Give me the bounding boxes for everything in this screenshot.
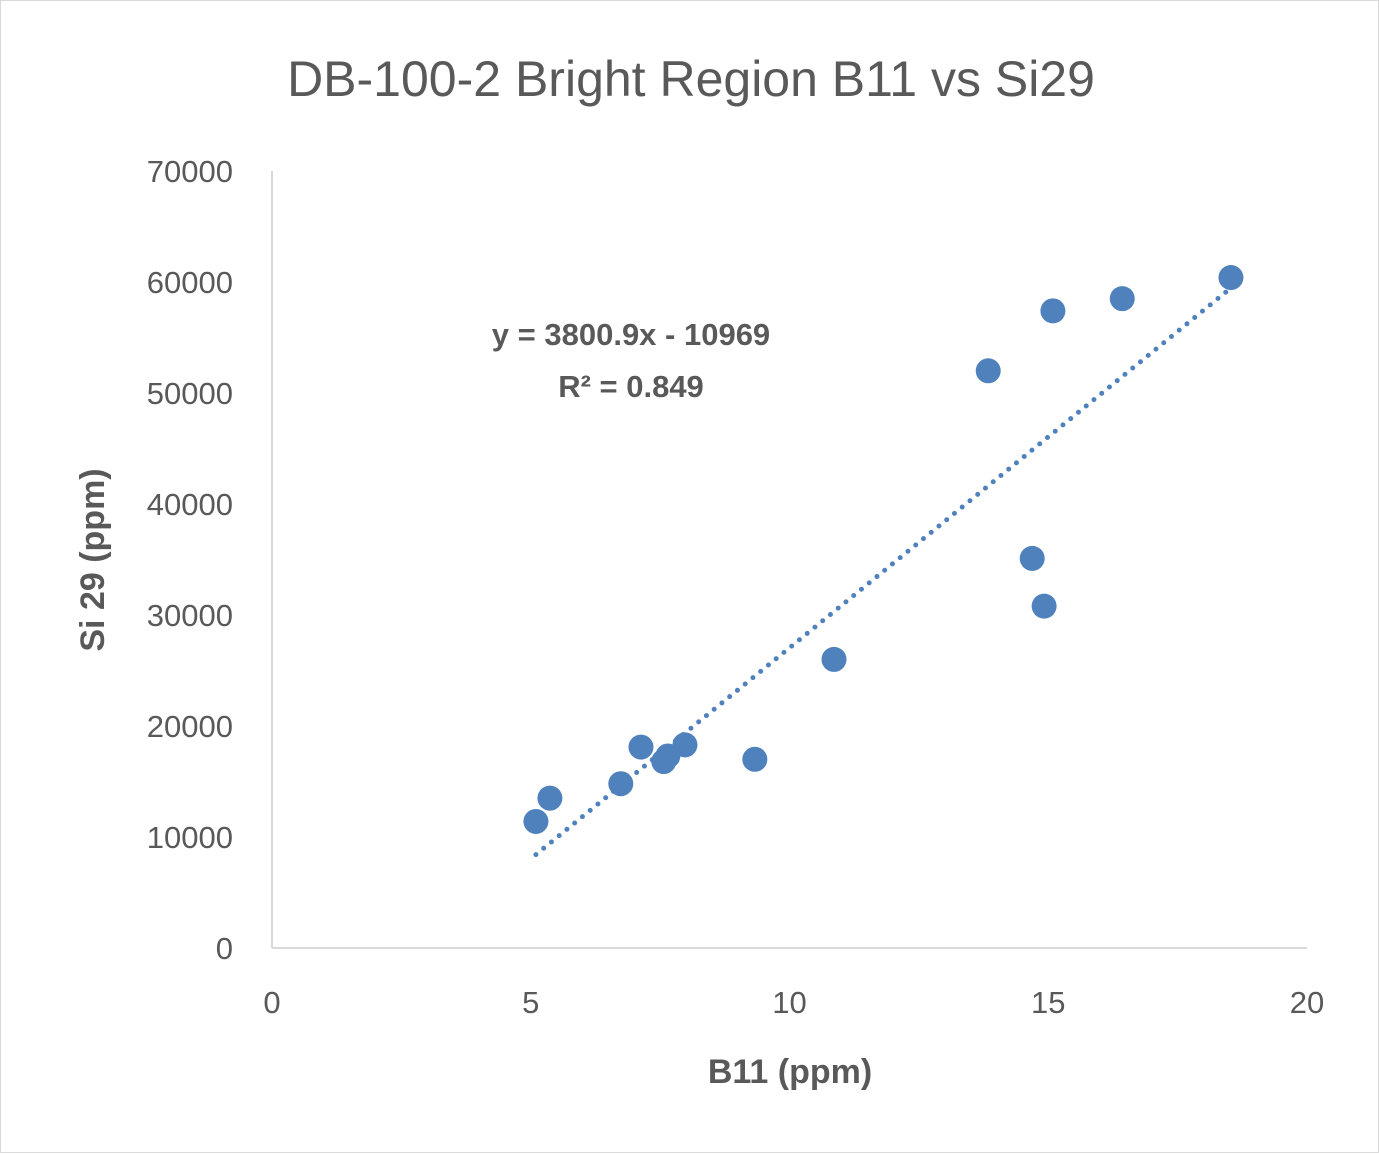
data-point: [1040, 298, 1066, 324]
data-point: [672, 732, 698, 758]
y-tick-label: 50000: [147, 376, 233, 411]
x-tick-label: 20: [1290, 985, 1324, 1020]
chart-title: DB-100-2 Bright Region B11 vs Si29: [287, 51, 1095, 107]
data-point: [821, 646, 847, 672]
data-point: [1031, 593, 1057, 619]
data-point: [1019, 545, 1045, 571]
y-tick-label: 30000: [147, 598, 233, 633]
y-tick-label: 20000: [147, 709, 233, 744]
y-tick-label: 60000: [147, 265, 233, 300]
trendline-equation: y = 3800.9x - 10969: [492, 317, 770, 352]
y-tick-label: 40000: [147, 487, 233, 522]
x-axis-label: B11 (ppm): [708, 1053, 872, 1091]
y-tick-label: 70000: [147, 154, 233, 189]
x-tick-label: 10: [772, 985, 806, 1020]
data-point: [537, 785, 563, 811]
data-point: [523, 808, 549, 834]
data-point: [1109, 286, 1135, 312]
x-tick-label: 5: [522, 985, 539, 1020]
x-tick-label: 0: [263, 985, 280, 1020]
data-point: [1218, 265, 1244, 291]
y-tick-label: 10000: [147, 820, 233, 855]
y-axis-label: Si 29 (ppm): [74, 468, 112, 651]
data-point: [742, 746, 768, 772]
trendline-r2: R² = 0.849: [558, 369, 704, 404]
data-point: [608, 771, 634, 797]
data-point: [975, 358, 1001, 384]
y-tick-label: 0: [216, 931, 233, 966]
data-point: [628, 734, 654, 760]
x-tick-label: 15: [1031, 985, 1065, 1020]
